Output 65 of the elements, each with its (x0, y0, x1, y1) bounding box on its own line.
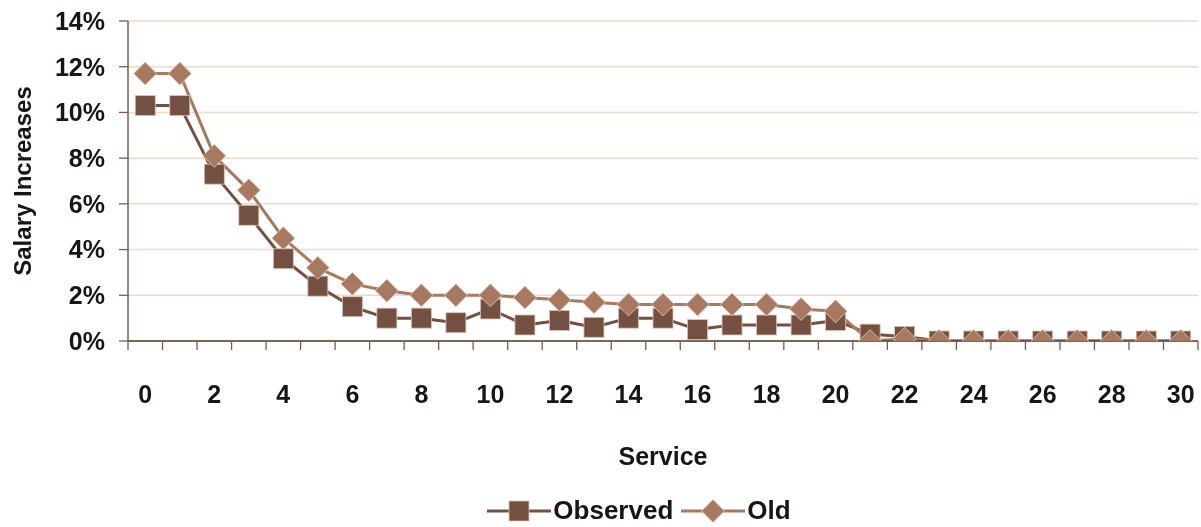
y-tick-label: 10% (54, 98, 105, 127)
point (272, 248, 294, 270)
point (238, 204, 260, 226)
y-axis-title: Salary Increases (9, 86, 36, 276)
point (616, 292, 641, 317)
y-tick-label: 4% (68, 235, 105, 264)
y-tick-label: 14% (54, 6, 105, 35)
point (202, 143, 227, 168)
point (340, 271, 365, 296)
y-tick-label: 0% (68, 326, 105, 355)
x-tick-label: 30 (1166, 380, 1195, 408)
point (754, 292, 779, 317)
legend-label: Old (747, 495, 791, 526)
x-tick-label: 22 (890, 380, 919, 408)
y-tick-label: 8% (68, 144, 105, 173)
point (583, 316, 605, 338)
point (514, 314, 536, 336)
point (307, 275, 329, 297)
point (409, 283, 434, 308)
x-tick-label: 8 (414, 380, 429, 408)
point (134, 95, 156, 116)
x-tick-label: 20 (821, 380, 850, 408)
y-tick-label: 6% (68, 189, 105, 218)
x-tick-label: 6 (345, 380, 360, 408)
point (271, 226, 296, 251)
x-tick-label: 18 (752, 380, 781, 408)
point (236, 178, 261, 203)
x-axis-title: Service (618, 442, 708, 470)
x-tick-label: 14 (614, 380, 643, 408)
x-tick-label: 10 (476, 380, 505, 408)
point (410, 307, 432, 329)
x-tick-label: 24 (959, 380, 988, 408)
point (203, 163, 225, 185)
point (513, 285, 537, 310)
point (687, 319, 708, 340)
point (756, 314, 777, 336)
y-tick-label: 2% (68, 281, 105, 310)
point (341, 296, 363, 318)
point (651, 292, 675, 317)
point (167, 61, 192, 86)
x-tick-label: 16 (683, 380, 712, 408)
y-tick-label: 12% (54, 52, 105, 81)
point (445, 312, 467, 334)
point (720, 292, 744, 317)
x-tick-label: 4 (276, 380, 291, 408)
point (305, 255, 330, 280)
point (169, 95, 191, 116)
legend-label: Observed (553, 495, 674, 526)
point (823, 299, 848, 324)
point (721, 314, 743, 336)
point (444, 283, 468, 308)
x-tick-label: 26 (1028, 380, 1057, 408)
point (478, 283, 503, 308)
point (582, 290, 606, 315)
point (547, 287, 572, 312)
x-tick-label: 0 (138, 380, 153, 408)
point (374, 278, 399, 303)
point (376, 307, 398, 329)
point (133, 61, 158, 86)
point (685, 292, 710, 317)
point (549, 310, 570, 331)
x-tick-label: 28 (1097, 380, 1126, 408)
x-tick-label: 2 (207, 380, 222, 408)
point (789, 297, 813, 321)
x-tick-label: 12 (545, 380, 574, 408)
